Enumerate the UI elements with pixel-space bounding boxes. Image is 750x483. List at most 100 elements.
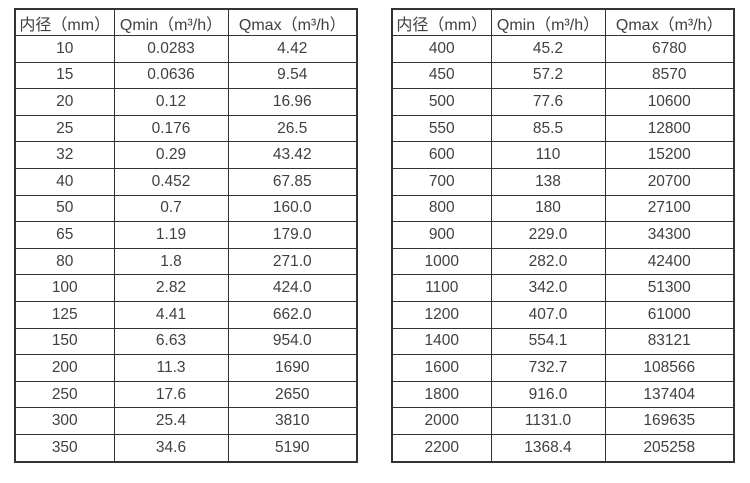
table-row: 1000 282.0 42400	[391, 247, 735, 276]
table-cell: 25.4	[113, 407, 229, 435]
table-cell: 2000	[391, 407, 492, 435]
table-cell: 0.12	[113, 88, 229, 116]
table-row: 900 229.0 34300	[391, 221, 735, 249]
table-row: 1600 732.7 108566	[391, 354, 735, 382]
table-header: 内径（mm） Qmin（m³/h） Qmax（m³/h）	[391, 8, 735, 36]
table-cell: 42400	[604, 247, 735, 276]
table-cell: 10600	[604, 88, 735, 116]
table-cell: 61000	[604, 300, 735, 329]
header-row: 内径（mm） Qmin（m³/h） Qmax（m³/h）	[391, 8, 735, 36]
table-cell: 6.63	[113, 327, 229, 356]
table-cell: 200	[14, 354, 115, 382]
table-row: 400 45.2 6780	[391, 35, 735, 63]
table-row: 500 77.6 10600	[391, 88, 735, 116]
table-cell: 1800	[391, 380, 492, 409]
table-cell: 77.6	[490, 88, 606, 116]
table-cell: 550	[391, 114, 492, 143]
table-row: 40 0.452 67.85	[14, 167, 358, 196]
table-cell: 0.176	[113, 114, 229, 143]
table-cell: 180	[490, 194, 606, 223]
table-cell: 229.0	[490, 221, 606, 249]
table-row: 800 180 27100	[391, 194, 735, 223]
table-cell: 27100	[604, 194, 735, 223]
table-cell: 10	[14, 35, 115, 63]
table-cell: 4.41	[113, 300, 229, 329]
table-cell: 1131.0	[490, 407, 606, 435]
column-header-0: 内径（mm）	[391, 8, 492, 36]
table-cell: 50	[14, 194, 115, 223]
table-cell: 100	[14, 274, 115, 302]
column-header-0: 内径（mm）	[14, 8, 115, 36]
table-body: 400 45.2 6780 450 57.2 8570 500 77.6 10600 550 85.…	[391, 35, 735, 463]
table-cell: 1368.4	[490, 433, 606, 463]
table-row: 150 6.63 954.0	[14, 327, 358, 356]
table-cell: 45.2	[490, 35, 606, 63]
table-cell: 20700	[604, 167, 735, 196]
table-cell: 600	[391, 141, 492, 169]
table-row: 1200 407.0 61000	[391, 300, 735, 329]
table-cell: 16.96	[227, 88, 358, 116]
table-cell: 125	[14, 300, 115, 329]
table-cell: 34.6	[113, 433, 229, 463]
table-row: 450 57.2 8570	[391, 61, 735, 90]
table-cell: 1690	[227, 354, 358, 382]
table-row: 250 17.6 2650	[14, 380, 358, 409]
table-cell: 0.0636	[113, 61, 229, 90]
table-row: 80 1.8 271.0	[14, 247, 358, 276]
table-cell: 11.3	[113, 354, 229, 382]
table-cell: 137404	[604, 380, 735, 409]
table-row: 65 1.19 179.0	[14, 221, 358, 249]
table-cell: 1200	[391, 300, 492, 329]
table-cell: 26.5	[227, 114, 358, 143]
table-cell: 40	[14, 167, 115, 196]
table-cell: 450	[391, 61, 492, 90]
flow-range-table-small-diameters: 内径（mm） Qmin（m³/h） Qmax（m³/h） 10 0.0283 4.42 1…	[14, 8, 358, 463]
table-cell: 1.19	[113, 221, 229, 249]
table-cell: 282.0	[490, 247, 606, 276]
table-cell: 5190	[227, 433, 358, 463]
table-row: 25 0.176 26.5	[14, 114, 358, 143]
table-row: 700 138 20700	[391, 167, 735, 196]
table-cell: 32	[14, 141, 115, 169]
table-cell: 0.29	[113, 141, 229, 169]
table-cell: 160.0	[227, 194, 358, 223]
table-header: 内径（mm） Qmin（m³/h） Qmax（m³/h）	[14, 8, 358, 36]
table-row: 10 0.0283 4.42	[14, 35, 358, 63]
table-row: 1100 342.0 51300	[391, 274, 735, 302]
table-cell: 1000	[391, 247, 492, 276]
header-row: 内径（mm） Qmin（m³/h） Qmax（m³/h）	[14, 8, 358, 36]
table-cell: 138	[490, 167, 606, 196]
table-cell: 17.6	[113, 380, 229, 409]
table-row: 2000 1131.0 169635	[391, 407, 735, 435]
table-cell: 662.0	[227, 300, 358, 329]
table-cell: 57.2	[490, 61, 606, 90]
table-cell: 342.0	[490, 274, 606, 302]
table-cell: 85.5	[490, 114, 606, 143]
table-cell: 4.42	[227, 35, 358, 63]
table-cell: 2.82	[113, 274, 229, 302]
table-cell: 205258	[604, 433, 735, 463]
table-cell: 2200	[391, 433, 492, 463]
table-cell: 169635	[604, 407, 735, 435]
table-cell: 65	[14, 221, 115, 249]
table-cell: 300	[14, 407, 115, 435]
column-header-1: Qmin（m³/h）	[490, 8, 606, 36]
table-cell: 900	[391, 221, 492, 249]
table-cell: 2650	[227, 380, 358, 409]
column-header-1: Qmin（m³/h）	[113, 8, 229, 36]
table-cell: 1100	[391, 274, 492, 302]
table-cell: 12800	[604, 114, 735, 143]
table-cell: 500	[391, 88, 492, 116]
table-cell: 1400	[391, 327, 492, 356]
table-cell: 150	[14, 327, 115, 356]
table-cell: 20	[14, 88, 115, 116]
table-cell: 1600	[391, 354, 492, 382]
flow-range-table-large-diameters: 内径（mm） Qmin（m³/h） Qmax（m³/h） 400 45.2 6780 45…	[391, 8, 735, 463]
table-cell: 732.7	[490, 354, 606, 382]
table-cell: 15200	[604, 141, 735, 169]
table-cell: 916.0	[490, 380, 606, 409]
table-cell: 110	[490, 141, 606, 169]
table-cell: 80	[14, 247, 115, 276]
table-cell: 271.0	[227, 247, 358, 276]
table-cell: 700	[391, 167, 492, 196]
